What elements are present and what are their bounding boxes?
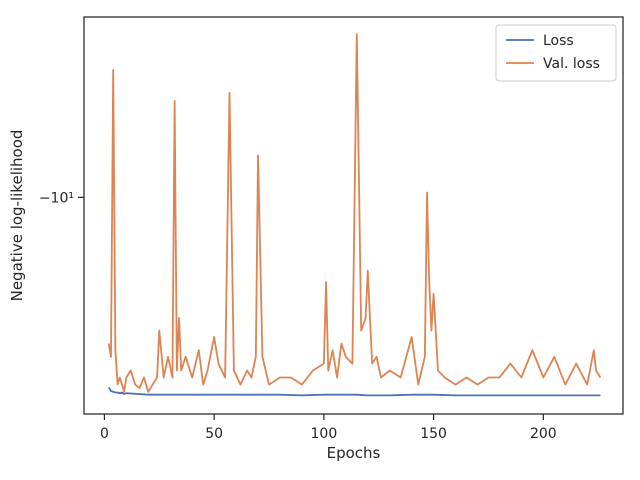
legend-box <box>495 24 617 82</box>
legend-label: Val. loss <box>543 56 600 72</box>
series-line-loss <box>108 386 601 397</box>
y-axis-label: Negative log-likelihood <box>8 130 26 302</box>
x-tick-label: 150 <box>420 426 447 442</box>
x-tick-label: 200 <box>530 426 557 442</box>
plot-frame <box>83 16 624 415</box>
series-group <box>107 33 602 397</box>
legend-label: Loss <box>543 33 574 49</box>
y-axis: −10¹ <box>39 190 84 206</box>
x-tick-label: 50 <box>205 426 223 442</box>
series-line-val-loss <box>107 33 602 393</box>
x-axis: 0 50 100 150 200 <box>100 414 557 442</box>
y-tick-label: −10¹ <box>39 190 74 206</box>
x-axis-label: Epochs <box>327 444 381 462</box>
x-tick-label: 100 <box>311 426 338 442</box>
legend: Loss Val. loss <box>495 24 617 82</box>
x-tick-label: 0 <box>100 426 109 442</box>
